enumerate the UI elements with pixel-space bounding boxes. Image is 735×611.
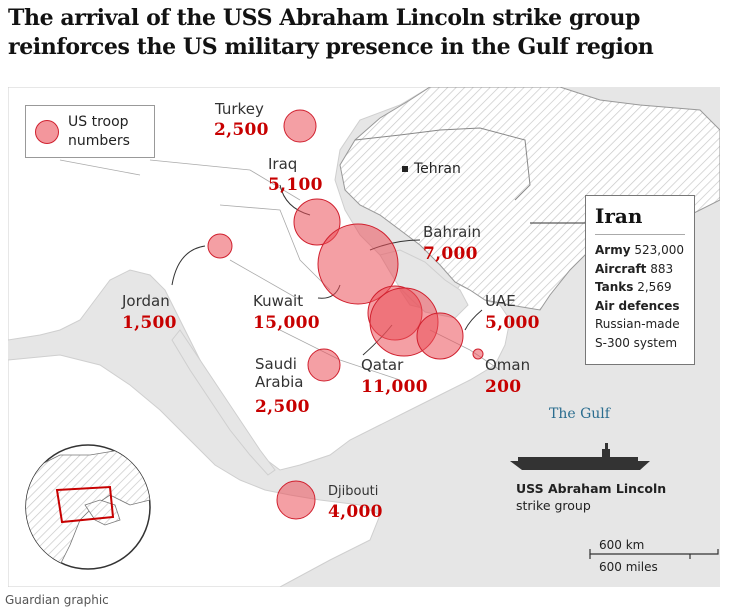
globe-locator-icon: [25, 444, 151, 570]
bubble-oman: [472, 348, 484, 360]
scale-label-miles: 600 miles: [599, 560, 658, 574]
troop-number-saudi-arabia: 2,500: [255, 397, 310, 417]
troop-number-iraq: 5,100: [268, 175, 323, 195]
country-label-turkey: Turkey: [215, 100, 264, 118]
troop-number-jordan: 1,500: [122, 313, 177, 333]
iran-row-russian-made: Russian-made: [595, 317, 680, 331]
country-label-bahrain: Bahrain: [423, 223, 482, 241]
bubble-saudi: [307, 348, 341, 382]
iran-title: Iran: [595, 204, 685, 235]
iran-row-aircraft: Aircraft 883: [595, 261, 674, 276]
troop-number-qatar: 11,000: [361, 377, 428, 397]
troop-number-oman: 200: [485, 377, 522, 397]
scale-bars: [589, 549, 719, 559]
bubble-uae: [416, 312, 464, 360]
footer-credit: Guardian graphic: [5, 593, 109, 607]
aircraft-carrier-icon: [510, 443, 650, 470]
troop-number-kuwait: 15,000: [253, 313, 320, 333]
bubble-iraq: [293, 198, 341, 246]
country-label-djibouti: Djibouti: [328, 484, 379, 499]
iran-row-air-defences: Air defences: [595, 298, 680, 313]
country-label-jordan: Jordan: [122, 292, 170, 310]
troop-number-uae: 5,000: [485, 313, 540, 333]
bubble-turkey: [283, 109, 317, 143]
ship-subtitle: strike group: [516, 498, 591, 513]
bubble-kuwait: [317, 223, 399, 305]
country-borders: [59, 159, 501, 381]
iran-row-s300: S-300 system: [595, 335, 678, 350]
red-sea: [171, 329, 276, 476]
bubble-djibouti: [276, 480, 316, 520]
legend-label: US troop numbers: [68, 114, 130, 149]
country-label-uae: UAE: [485, 292, 516, 310]
troop-number-turkey: 2,500: [214, 120, 269, 140]
ship-name: USS Abraham Lincoln: [516, 481, 667, 496]
land-iran-border: [354, 127, 531, 201]
city-label-tehran: Tehran: [414, 161, 461, 177]
troop-number-bahrain: 7,000: [423, 244, 478, 264]
bubble-jordan: [207, 233, 233, 259]
troop-number-djibouti: 4,000: [328, 502, 383, 522]
gulf-label: The Gulf: [549, 406, 610, 422]
country-label-qatar: Qatar: [361, 356, 404, 374]
country-label-oman: Oman: [485, 356, 531, 374]
us-troop-bubble-icon: [35, 120, 59, 144]
scale-label-km: 600 km: [599, 538, 645, 552]
country-label-saudi-arabia: Saudi Arabia: [255, 355, 304, 391]
legend: US troop numbers: [25, 105, 155, 158]
iran-row-tanks: Tanks 2,569: [595, 280, 672, 294]
city-marker-icon: [402, 166, 408, 172]
country-label-iraq: Iraq: [268, 155, 298, 173]
land-iran: [339, 87, 720, 311]
troop-bubbles: [207, 109, 484, 520]
page-title: The arrival of the USS Abraham Lincoln s…: [8, 5, 654, 60]
country-label-kuwait: Kuwait: [253, 292, 304, 310]
iran-row-army: Army 523,000: [595, 243, 684, 257]
iran-info-box: Iran Army 523,000 Aircraft 883 Tanks 2,5…: [585, 195, 695, 365]
